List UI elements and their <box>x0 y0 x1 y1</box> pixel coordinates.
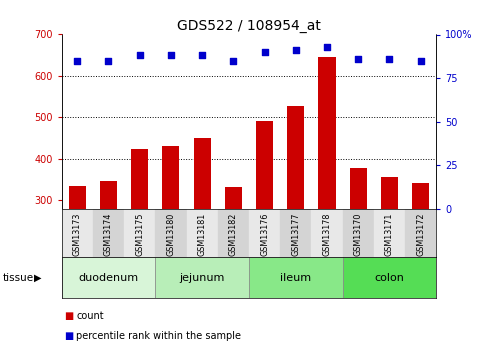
Bar <box>93 209 124 257</box>
Text: colon: colon <box>375 273 404 283</box>
Text: GSM13177: GSM13177 <box>291 213 300 256</box>
Text: GSM13174: GSM13174 <box>104 213 113 256</box>
Point <box>229 58 237 63</box>
Bar <box>155 257 249 298</box>
Point <box>105 58 112 63</box>
Bar <box>62 257 155 298</box>
Bar <box>256 121 273 209</box>
Text: GSM13178: GSM13178 <box>322 213 331 256</box>
Text: ileum: ileum <box>280 273 312 283</box>
Bar <box>249 257 343 298</box>
Text: ■: ■ <box>64 311 73 321</box>
Point <box>292 47 300 53</box>
Text: duodenum: duodenum <box>78 273 139 283</box>
Text: GSM13180: GSM13180 <box>167 213 176 256</box>
Text: GSM13172: GSM13172 <box>416 213 425 256</box>
Text: ▶: ▶ <box>34 273 41 283</box>
Text: count: count <box>76 311 104 321</box>
Bar <box>287 106 304 209</box>
Bar <box>343 257 436 298</box>
Text: GSM13176: GSM13176 <box>260 213 269 256</box>
Text: jejunum: jejunum <box>179 273 225 283</box>
Text: tissue: tissue <box>2 273 34 283</box>
Bar <box>318 57 336 209</box>
Bar <box>280 209 312 257</box>
Bar <box>225 187 242 209</box>
Bar <box>69 186 86 209</box>
Bar <box>343 209 374 257</box>
Bar <box>412 183 429 209</box>
Text: ■: ■ <box>64 332 73 341</box>
Bar <box>186 209 218 257</box>
Point <box>198 53 206 58</box>
Text: GSM13175: GSM13175 <box>135 213 144 256</box>
Bar <box>312 209 343 257</box>
Bar <box>62 209 93 257</box>
Point <box>354 56 362 62</box>
Text: GSM13171: GSM13171 <box>385 213 394 256</box>
Bar <box>249 209 280 257</box>
Point <box>386 56 393 62</box>
Title: GDS522 / 108954_at: GDS522 / 108954_at <box>177 19 321 33</box>
Bar <box>218 209 249 257</box>
Text: GSM13173: GSM13173 <box>73 213 82 256</box>
Bar <box>155 209 186 257</box>
Text: percentile rank within the sample: percentile rank within the sample <box>76 332 242 341</box>
Bar <box>405 209 436 257</box>
Text: GSM13181: GSM13181 <box>198 213 207 256</box>
Point <box>167 53 175 58</box>
Text: GSM13170: GSM13170 <box>354 213 363 256</box>
Bar <box>131 149 148 209</box>
Point <box>261 49 269 55</box>
Text: GSM13182: GSM13182 <box>229 213 238 256</box>
Bar <box>162 146 179 209</box>
Point <box>323 44 331 49</box>
Bar <box>194 138 211 209</box>
Bar <box>381 177 398 209</box>
Bar <box>350 168 367 209</box>
Bar <box>100 180 117 209</box>
Bar <box>374 209 405 257</box>
Bar <box>124 209 155 257</box>
Point <box>73 58 81 63</box>
Point <box>417 58 424 63</box>
Point <box>136 53 143 58</box>
